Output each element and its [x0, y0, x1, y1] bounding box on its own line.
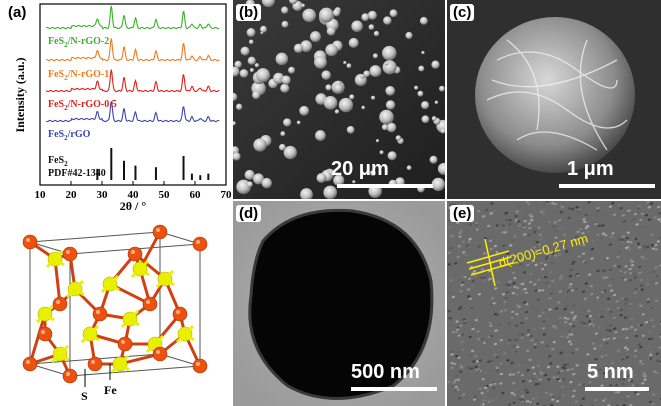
iron-atom [142, 296, 158, 312]
crystal-structure: S Fe [22, 224, 208, 403]
x-tick-label: 10 [35, 189, 47, 201]
panel-e-scale-text: 5 nm [587, 361, 634, 383]
hrtem-lattice-image [447, 201, 661, 406]
xrd-series-group [45, 5, 220, 180]
xrd-plot-frame [39, 3, 227, 186]
panel-a-label: (a) [5, 4, 30, 21]
xrd-series-line [45, 5, 220, 30]
xrd-xlabel: 2θ / ° [120, 199, 147, 213]
iron-atom [87, 356, 103, 372]
fe-label: Fe [104, 383, 117, 397]
panel-e-hrtem: (e) d(200)=0.27 nm 5 nm [447, 201, 661, 406]
legend-fes2-pdf: FeS2 [48, 155, 68, 168]
panel-b-scale-text: 20 μm [331, 158, 389, 180]
legend-pdf-number: PDF#42-1340 [48, 168, 106, 179]
legend-fes2-rgo: FeS2/rGO [48, 129, 91, 142]
panel-e-scalebar [585, 387, 649, 391]
x-tick-label: 60 [190, 189, 202, 201]
iron-atom [117, 336, 133, 352]
iron-atom [37, 326, 53, 342]
panel-b-scalebar [337, 184, 433, 188]
panel-d-label: (d) [236, 205, 262, 222]
iron-atom [152, 224, 168, 240]
atoms-group [22, 224, 208, 384]
panel-a-xrd: 10 20 30 40 50 60 70 Intensity (a.u.) 2θ / ° F… [0, 0, 232, 213]
x-tick-label: 50 [159, 189, 171, 201]
panel-d-tem: (d) 500 nm [233, 201, 445, 406]
xrd-ylabel: Intensity (a.u.) [13, 57, 27, 132]
sem-particles-image [233, 0, 445, 199]
legend-fes2-n-rgo-0-5: FeS2/N-rGO-0.5 [48, 99, 117, 112]
iron-atom [22, 234, 38, 250]
s-label: S [81, 389, 88, 403]
panel-c-scale-text: 1 μm [567, 158, 614, 180]
iron-atom [52, 296, 68, 312]
xrd-series-line [46, 38, 220, 62]
iron-atom [92, 306, 108, 322]
panel-e-label: (e) [450, 205, 475, 222]
sem-single-sphere-image [447, 0, 661, 199]
panel-a-crystal: S Fe [0, 214, 232, 406]
panel-d-scale-text: 500 nm [351, 361, 420, 383]
iron-atom [22, 356, 38, 372]
unit-cell-box [29, 231, 201, 377]
lattice-marker [466, 238, 514, 287]
panel-d-scalebar [351, 387, 437, 391]
iron-atom [172, 306, 188, 322]
tem-sphere-image [233, 201, 445, 406]
x-tick-label: 70 [221, 189, 233, 201]
x-tick-label: 40 [128, 189, 140, 201]
iron-atom [192, 358, 208, 374]
xrd-series-line [45, 69, 220, 93]
panel-c-sem: (c) 1 μm [447, 0, 661, 199]
iron-atom [62, 368, 78, 384]
x-tick-label: 20 [66, 189, 78, 201]
xrd-series-line [45, 101, 220, 123]
panel-c-scalebar [559, 184, 655, 188]
panel-b-sem: (b) 20 μm [233, 0, 445, 199]
x-tick-label: 30 [97, 189, 109, 201]
iron-atom [127, 246, 143, 262]
iron-atom [62, 246, 78, 262]
xrd-chart: 10 20 30 40 50 60 70 Intensity (a.u.) 2θ / ° F… [13, 3, 233, 213]
iron-atom [192, 236, 208, 252]
panel-b-label: (b) [236, 4, 262, 21]
iron-atom [152, 346, 168, 362]
panel-c-label: (c) [450, 4, 475, 21]
xrd-ticks-group: 10 20 30 40 50 60 70 [35, 181, 233, 201]
legend-fes2-n-rgo-2: FeS2/N-rGO-2 [48, 36, 109, 49]
legend-fes2-n-rgo-1: FeS2/N-rGO-1 [48, 69, 109, 82]
